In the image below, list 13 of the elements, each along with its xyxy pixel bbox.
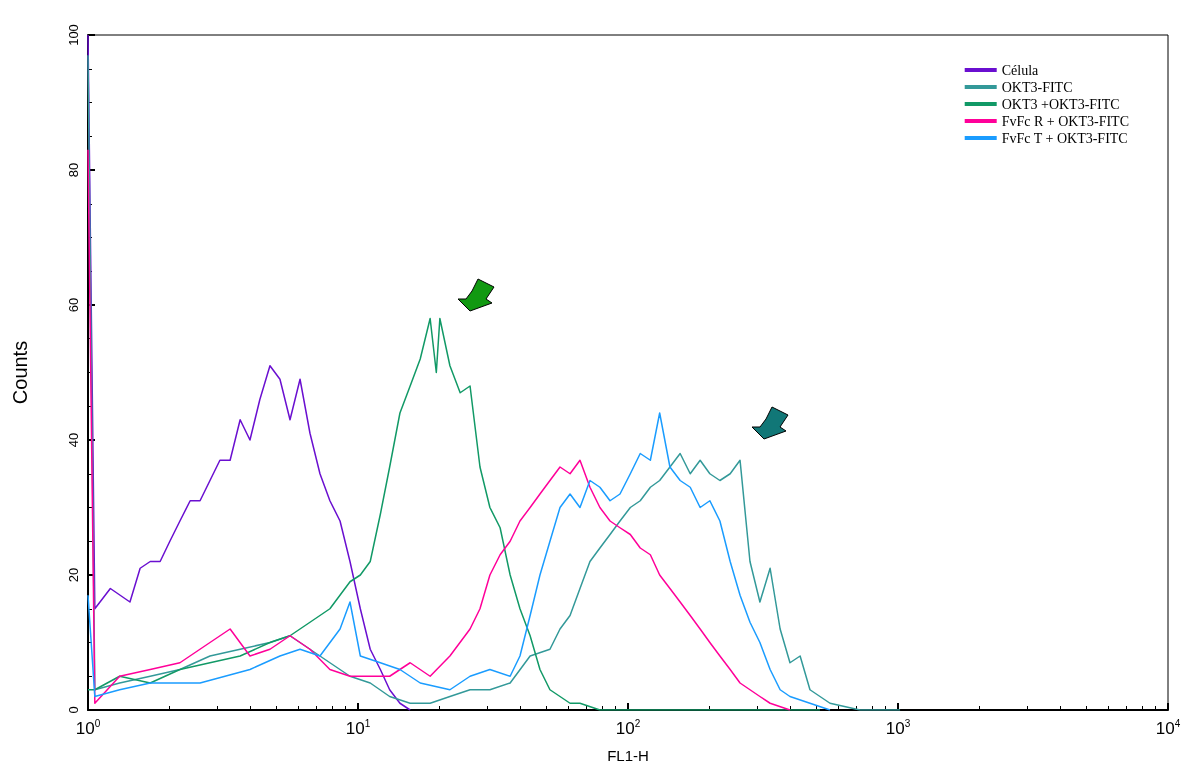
y-tick-label: 80 [66, 162, 81, 178]
y-axis-title: Counts [9, 340, 31, 405]
legend-label: OKT3-FITC [1001, 79, 1073, 95]
y-tick-label: 60 [66, 297, 81, 313]
legend-label: FvFc T + OKT3-FITC [1001, 130, 1128, 146]
legend-label: OKT3 +OKT3-FITC [1001, 96, 1120, 112]
legend-label: Célula [1001, 62, 1040, 78]
legend-label: FvFc R + OKT3-FITC [1001, 113, 1129, 129]
y-tick-label: 0 [66, 706, 81, 714]
y-tick-label: 100 [66, 24, 81, 46]
y-tick-label: 20 [66, 567, 81, 583]
x-axis-title: FL1-H [607, 747, 649, 764]
y-tick-label: 40 [66, 432, 81, 448]
